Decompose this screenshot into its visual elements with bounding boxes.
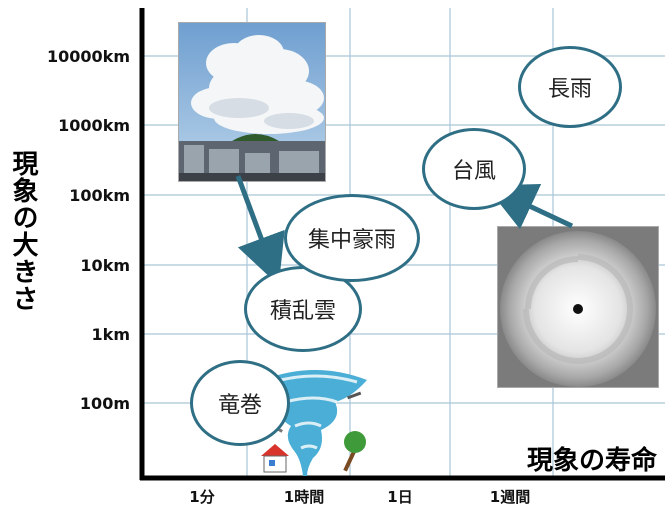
x-tick-1hour: 1時間 [283,488,325,506]
tornado-bubble: 竜巻 [190,360,290,446]
heavy-rain-label: 集中豪雨 [307,228,396,253]
y-tick-100km: 100km [69,186,130,205]
x-axis-title: 現象の寿命 [526,446,657,476]
long-rain-bubble: 長雨 [518,46,622,128]
cumulonimbus-label: 積乱雲 [269,299,336,324]
typhoon-satellite-image [497,226,659,388]
satellite-to-typhoon-arrow [485,183,574,230]
tornado-label: 竜巻 [217,393,262,418]
long-rain-label: 長雨 [547,77,592,102]
typhoon-bubble: 台風 [422,128,526,210]
y-tick-1000km: 1000km [58,116,130,135]
cloud-to-cumulonimbus-arrow [235,175,285,286]
heavy-rain-bubble: 集中豪雨 [284,194,420,282]
typhoon-label: 台風 [451,159,496,184]
y-axis-title: 現象の大きさ [8,150,38,312]
x-tick-1min: 1分 [189,488,215,506]
x-tick-1day: 1日 [387,488,413,506]
y-tick-10000km: 10000km [47,47,130,66]
y-tick-10km: 10km [80,256,130,275]
x-tick-1week: 1週間 [489,488,531,506]
y-tick-100m: 100m [79,394,130,413]
y-tick-1km: 1km [91,325,130,344]
cumulonimbus-cloud-photo [178,22,326,182]
